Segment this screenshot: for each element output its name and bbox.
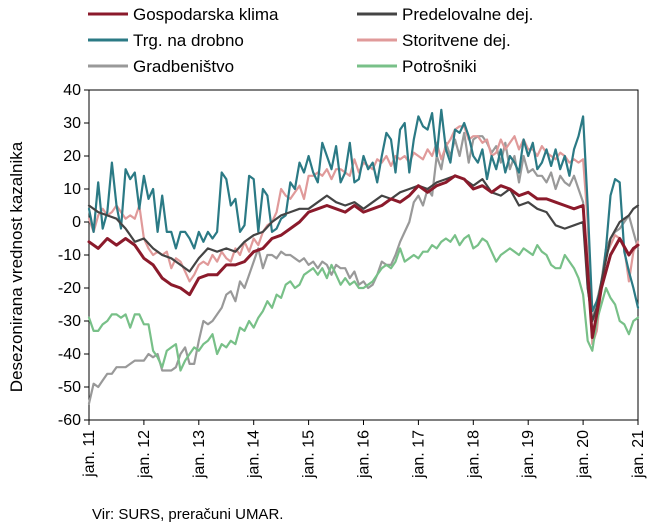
legend-label: Trg. na drobno [133, 31, 244, 50]
legend-label: Predelovalne dej. [402, 5, 533, 24]
y-tick-label: -40 [58, 346, 81, 363]
series-line-3 [87, 174, 640, 323]
x-tick-label: jan. 19 [520, 430, 537, 479]
x-tick-label: jan. 20 [575, 430, 592, 479]
series-line-2 [87, 131, 640, 405]
x-axis: jan. 11 jan. 12 jan. 13 jan. 14 jan. 15 jan. … [81, 420, 647, 479]
legend-label: Storitvene dej. [402, 31, 511, 50]
x-tick-label: jan. 16 [356, 430, 373, 479]
series-line-5 [87, 234, 640, 372]
series-lines [87, 108, 640, 405]
legend-label: Potrošniki [402, 57, 477, 76]
y-tick-label: 10 [63, 181, 81, 198]
y-tick-label: -30 [58, 313, 81, 330]
x-tick-label: jan. 17 [410, 430, 427, 479]
y-tick-label: 0 [72, 214, 81, 231]
legend-label: Gospodarska klima [133, 5, 279, 24]
y-tick-label: -60 [58, 412, 81, 429]
legend-label: Gradbeništvo [133, 57, 234, 76]
y-axis: -60 -50 -40 -30 -20 -10 0 10 20 30 40 [58, 82, 89, 429]
y-tick-label: -10 [58, 247, 81, 264]
x-tick-label: jan. 11 [81, 430, 98, 478]
source-note: Vir: SURS, preračuni UMAR. [92, 506, 284, 523]
y-tick-label: -20 [58, 280, 81, 297]
legend: Gospodarska klima Predelovalne dej. Trg. n… [88, 5, 533, 76]
y-axis-label: Desezonirana vrednost kazalnika [7, 141, 26, 392]
series-line-1 [87, 108, 640, 313]
x-tick-label: jan. 14 [246, 430, 263, 479]
x-tick-label: jan. 15 [301, 430, 318, 479]
y-tick-label: -50 [58, 379, 81, 396]
x-tick-label: jan. 13 [191, 430, 208, 479]
y-tick-label: 20 [63, 148, 81, 165]
series-line-0 [87, 174, 640, 339]
x-tick-label: jan. 12 [136, 430, 153, 479]
y-tick-label: 30 [63, 115, 81, 132]
x-tick-label: jan. 18 [465, 430, 482, 479]
x-tick-label: jan. 21 [630, 430, 647, 479]
y-tick-label: 40 [63, 82, 81, 99]
